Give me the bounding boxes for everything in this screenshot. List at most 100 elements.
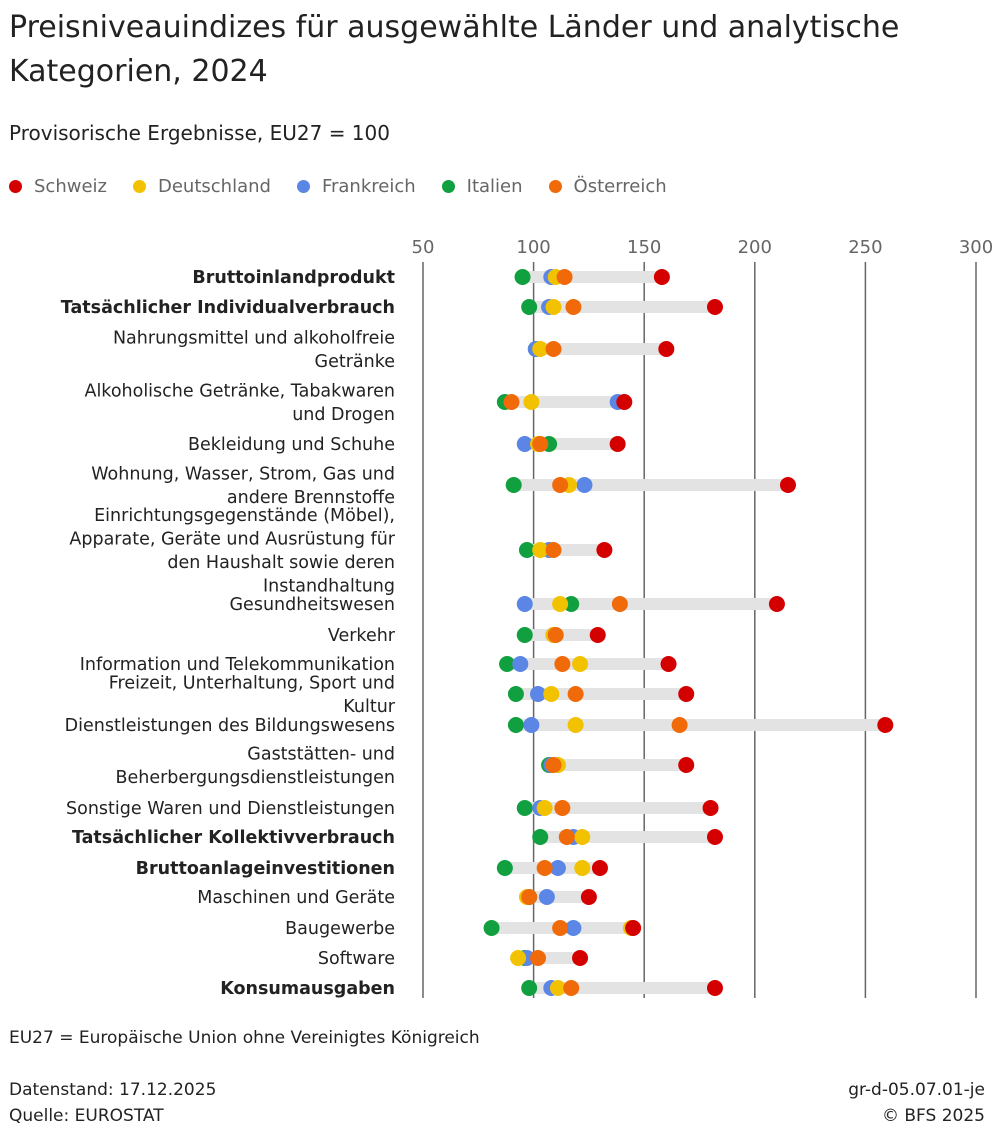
category-label: Maschinen und Geräte bbox=[197, 888, 395, 908]
data-point-italien bbox=[521, 299, 538, 315]
data-point-italien bbox=[518, 542, 535, 558]
category-label: Konsumausgaben bbox=[220, 979, 395, 999]
data-point-frankreich bbox=[549, 860, 566, 876]
data-point-deutschland bbox=[549, 980, 566, 996]
x-tick-label: 250 bbox=[848, 237, 882, 258]
data-point-deutschland bbox=[510, 950, 527, 966]
category-label: Tatsächlicher Individualverbrauch bbox=[61, 298, 395, 318]
data-point-italien bbox=[516, 627, 533, 643]
range-bar bbox=[524, 802, 711, 814]
data-point-österreich bbox=[567, 686, 584, 702]
data-point-deutschland bbox=[545, 299, 562, 315]
category-label: Bruttoinlandprodukt bbox=[192, 268, 395, 288]
data-point-schweiz bbox=[589, 627, 606, 643]
x-tick-label: 50 bbox=[412, 237, 435, 258]
data-point-schweiz bbox=[616, 394, 633, 410]
data-point-österreich bbox=[552, 920, 569, 936]
data-point-deutschland bbox=[536, 800, 553, 816]
data-point-deutschland bbox=[532, 341, 549, 357]
data-point-schweiz bbox=[591, 860, 608, 876]
data-point-schweiz bbox=[625, 920, 642, 936]
category-label: Baugewerbe bbox=[285, 919, 395, 939]
data-point-österreich bbox=[565, 299, 582, 315]
data-point-österreich bbox=[547, 627, 564, 643]
range-bar bbox=[549, 759, 687, 771]
data-point-schweiz bbox=[877, 717, 894, 733]
data-point-schweiz bbox=[660, 656, 677, 672]
data-point-italien bbox=[516, 800, 533, 816]
data-point-österreich bbox=[611, 596, 628, 612]
data-point-österreich bbox=[521, 889, 538, 905]
data-point-österreich bbox=[554, 800, 571, 816]
chart-code: gr-d-05.07.01-je bbox=[848, 1080, 985, 1100]
data-point-österreich bbox=[545, 757, 562, 773]
category-label: Wohnung, Wasser, Strom, Gas und andere Br… bbox=[91, 464, 395, 508]
category-label: Tatsächlicher Kollektivverbrauch bbox=[72, 828, 395, 848]
data-point-frankreich bbox=[538, 889, 555, 905]
chart-title: Preisniveauindizes für ausgewählte Lände… bbox=[9, 10, 900, 89]
x-tick-label: 200 bbox=[738, 237, 772, 258]
data-point-schweiz bbox=[706, 829, 723, 845]
legend-label: Österreich bbox=[573, 176, 667, 197]
legend: Schweiz Deutschland Frankreich Italien Öster… bbox=[9, 176, 667, 197]
data-point-frankreich bbox=[512, 656, 529, 672]
legend-item: Deutschland bbox=[132, 176, 271, 197]
data-point-schweiz bbox=[706, 299, 723, 315]
category-label: Alkoholische Getränke, Tabakwaren und Dro… bbox=[84, 381, 395, 425]
data-point-italien bbox=[499, 656, 516, 672]
data-point-frankreich bbox=[530, 686, 547, 702]
data-point-deutschland bbox=[574, 829, 591, 845]
legend-label: Deutschland bbox=[157, 176, 271, 197]
source: Quelle: EUROSTAT bbox=[9, 1106, 164, 1126]
data-point-frankreich bbox=[523, 717, 540, 733]
data-point-italien bbox=[507, 686, 524, 702]
range-bar bbox=[504, 396, 625, 408]
data-status: Datenstand: 17.12.2025 bbox=[9, 1080, 217, 1100]
footnote: EU27 = Europäische Union ohne Vereinigte… bbox=[9, 1028, 480, 1048]
category-label: Gesundheitswesen bbox=[230, 595, 396, 615]
range-bar bbox=[535, 343, 667, 355]
legend-marker bbox=[548, 180, 562, 193]
data-point-italien bbox=[521, 980, 538, 996]
data-point-italien bbox=[505, 477, 522, 493]
data-point-italien bbox=[507, 717, 524, 733]
legend-item: Österreich bbox=[548, 176, 667, 197]
category-label: Verkehr bbox=[328, 626, 396, 646]
category-label: Freizeit, Unterhaltung, Sport und Kultur bbox=[109, 673, 396, 717]
data-point-italien bbox=[496, 860, 513, 876]
legend-label: Frankreich bbox=[321, 176, 416, 197]
legend-marker bbox=[296, 180, 310, 193]
data-point-schweiz bbox=[779, 477, 796, 493]
data-point-schweiz bbox=[596, 542, 613, 558]
data-point-schweiz bbox=[706, 980, 723, 996]
data-point-österreich bbox=[671, 717, 688, 733]
data-point-österreich bbox=[536, 860, 553, 876]
data-point-italien bbox=[532, 829, 549, 845]
legend-item: Frankreich bbox=[296, 176, 416, 197]
data-point-italien bbox=[563, 596, 580, 612]
data-point-schweiz bbox=[609, 436, 626, 452]
data-point-österreich bbox=[558, 829, 575, 845]
data-point-schweiz bbox=[572, 950, 589, 966]
category-label: Bruttoanlageinvestitionen bbox=[136, 859, 395, 879]
legend-label: Italien bbox=[466, 176, 523, 197]
data-point-österreich bbox=[554, 656, 571, 672]
category-label: Bekleidung und Schuhe bbox=[188, 435, 395, 455]
data-point-schweiz bbox=[658, 341, 675, 357]
data-point-deutschland bbox=[567, 717, 584, 733]
data-point-österreich bbox=[530, 950, 547, 966]
data-point-italien bbox=[483, 920, 500, 936]
legend-marker bbox=[132, 180, 146, 193]
data-point-italien bbox=[514, 269, 531, 285]
data-point-österreich bbox=[563, 980, 580, 996]
copyright: © BFS 2025 bbox=[881, 1106, 985, 1126]
data-point-österreich bbox=[545, 341, 562, 357]
data-point-deutschland bbox=[532, 542, 549, 558]
data-point-deutschland bbox=[523, 394, 540, 410]
data-point-schweiz bbox=[653, 269, 670, 285]
data-point-frankreich bbox=[576, 477, 593, 493]
data-point-frankreich bbox=[516, 596, 533, 612]
category-label: Dienstleistungen des Bildungswesens bbox=[65, 716, 395, 736]
